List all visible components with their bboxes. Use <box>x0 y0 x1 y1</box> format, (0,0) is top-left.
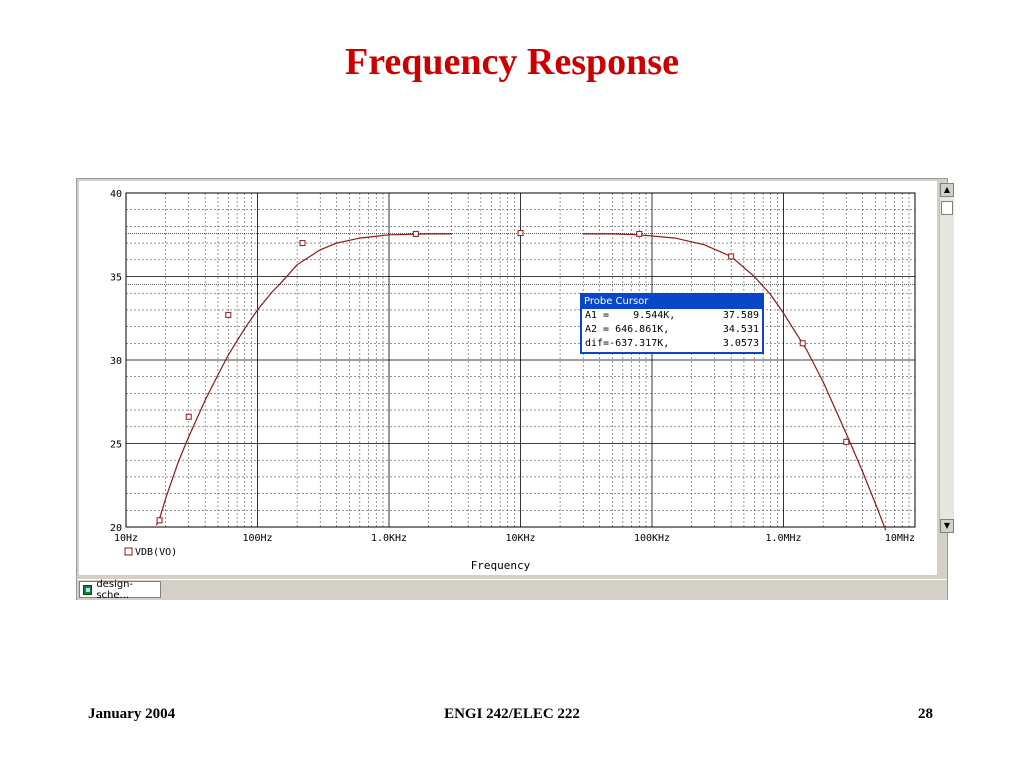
probe-row-value: 3.0573 <box>722 338 759 349</box>
footer-course: ENGI 242/ELEC 222 <box>444 706 580 722</box>
footer-page-number: 28 <box>918 706 933 722</box>
y-tick-label: 35 <box>110 273 122 284</box>
series-marker <box>843 438 850 445</box>
probe-cursor-box[interactable]: Probe Cursor A1 = 9.544K, 37.589 A2 = 64… <box>580 293 764 354</box>
probe-window: 20 25 30 35 40 10Hz 100Hz 1.0KHz 10KHz 100KHz 1.0M… <box>76 178 954 601</box>
series-marker <box>799 340 806 347</box>
probe-row-label: A2 = 646.861K, <box>585 324 670 335</box>
x-tick-label: 1.0MHz <box>765 533 801 544</box>
scroll-up-icon[interactable]: ▲ <box>940 183 954 197</box>
series-marker <box>412 230 419 237</box>
x-tick-label: 1.0KHz <box>371 533 407 544</box>
series-marker <box>728 253 735 260</box>
vertical-scrollbar[interactable]: ▲ ▼ <box>939 183 954 533</box>
series-marker <box>517 230 524 237</box>
legend-label: VDB(VO) <box>135 547 177 558</box>
x-tick-label: 10MHz <box>885 533 915 544</box>
probe-row-label: A1 = 9.544K, <box>585 310 676 321</box>
x-axis-label: Frequency <box>471 559 531 572</box>
schematic-icon <box>83 584 93 595</box>
x-tick-label: 10Hz <box>114 533 138 544</box>
scroll-down-icon[interactable]: ▼ <box>940 519 954 533</box>
task-tab-design-schematic[interactable]: design-sche... <box>79 578 161 601</box>
y-tick-label: 25 <box>110 440 122 451</box>
x-tick-label: 100KHz <box>634 533 670 544</box>
probe-row-value: 34.531 <box>722 324 759 335</box>
x-tick-label: 100Hz <box>242 533 272 544</box>
probe-row-a1: A1 = 9.544K, 37.589 <box>582 309 762 323</box>
footer-date: January 2004 <box>88 706 176 722</box>
series-marker <box>156 517 163 524</box>
probe-cursor-title[interactable]: Probe Cursor <box>582 295 762 309</box>
legend-marker <box>124 547 133 556</box>
probe-row-value: 37.589 <box>722 310 759 321</box>
y-tick-label: 40 <box>110 189 122 200</box>
y-tick-label: 20 <box>110 523 122 534</box>
y-tick-label: 30 <box>110 356 122 367</box>
series-line-vdb-vo <box>583 233 887 531</box>
plot-area[interactable]: 20 25 30 35 40 10Hz 100Hz 1.0KHz 10KHz 100KHz 1.0M… <box>79 181 937 575</box>
probe-row-dif: dif=-637.317K, 3.0573 <box>582 337 762 351</box>
series-line-vdb-vo <box>155 233 452 526</box>
probe-row-a2: A2 = 646.861K, 34.531 <box>582 323 762 337</box>
slide-title: Frequency Response <box>345 41 679 83</box>
task-tab-label: design-sche... <box>96 578 134 601</box>
series-marker <box>299 240 306 247</box>
x-tick-label: 10KHz <box>505 533 535 544</box>
window-taskbar: design-sche... <box>77 578 947 601</box>
series-marker <box>636 230 643 237</box>
series-marker <box>225 311 232 318</box>
scroll-thumb[interactable] <box>941 201 953 215</box>
plot-frame <box>125 192 916 528</box>
frequency-response-chart: 20 25 30 35 40 10Hz 100Hz 1.0KHz 10KHz 100KHz 1.0M… <box>110 189 916 572</box>
probe-row-label: dif=-637.317K, <box>585 338 670 349</box>
series-marker <box>185 413 192 420</box>
